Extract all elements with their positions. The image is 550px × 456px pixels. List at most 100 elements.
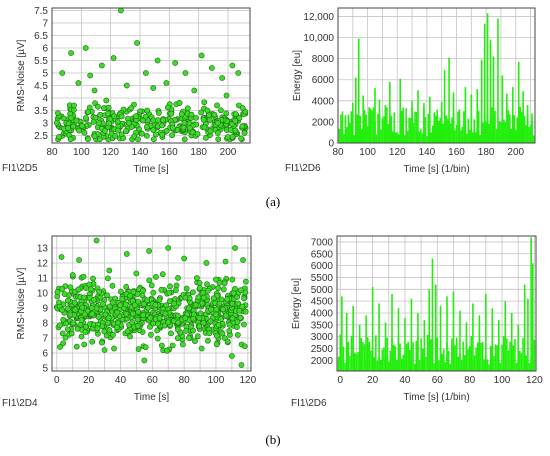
energy-bar <box>407 341 409 371</box>
energy-bar <box>514 129 517 143</box>
data-point <box>109 282 116 289</box>
energy-bar <box>476 110 479 143</box>
energy-bar <box>442 349 445 371</box>
y-tick-label: 2000 <box>312 117 335 128</box>
data-point <box>200 294 207 301</box>
data-point <box>164 104 171 111</box>
energy-bar <box>353 135 356 143</box>
energy-bar <box>393 124 396 143</box>
data-point <box>190 315 197 322</box>
energy-bar <box>371 340 374 371</box>
energy-bar <box>342 346 345 371</box>
energy-bar <box>486 113 489 143</box>
energy-bar <box>436 109 439 143</box>
energy-bar <box>371 286 374 371</box>
data-point <box>95 103 101 110</box>
energy-bar <box>411 107 413 143</box>
data-point <box>196 323 203 330</box>
energy-bar <box>443 70 446 143</box>
energy-bar <box>480 59 483 143</box>
energy-bar <box>433 363 435 371</box>
energy-bar <box>523 116 526 143</box>
data-point <box>105 110 111 117</box>
data-point <box>147 314 154 321</box>
energy-bar <box>368 112 370 143</box>
y-tick-label: 7.5 <box>34 6 48 17</box>
y-tick-label: 2500 <box>311 344 334 355</box>
energy-bar <box>402 107 404 143</box>
y-tick-label: 2000 <box>311 356 334 367</box>
energy-bar <box>517 352 520 371</box>
data-point <box>82 329 89 335</box>
y-tick-label: 5 <box>42 364 48 375</box>
energy-bar <box>357 38 360 143</box>
energy-bar <box>525 125 527 143</box>
data-point <box>117 288 124 295</box>
energy-bar <box>410 360 413 371</box>
data-point <box>152 274 159 280</box>
energy-bar <box>374 88 376 143</box>
data-point <box>59 330 66 337</box>
data-point <box>142 70 149 76</box>
energy-bar <box>503 119 505 143</box>
y-tick-label: 12,000 <box>303 12 334 23</box>
energy-bar <box>426 136 428 143</box>
data-point <box>236 307 243 314</box>
data-point <box>94 325 101 332</box>
energy-bar <box>529 125 532 143</box>
data-point <box>142 113 149 120</box>
energy-bar <box>366 126 369 143</box>
energy-bar <box>429 133 431 143</box>
energy-bar <box>526 110 529 143</box>
energy-bar <box>381 118 384 143</box>
energy-bar <box>464 87 467 143</box>
x-tick-label: 60 <box>432 375 444 386</box>
data-point <box>205 337 211 344</box>
energy-bar <box>485 358 487 371</box>
data-point <box>182 315 189 322</box>
energy-bar <box>496 345 498 371</box>
energy-bar <box>441 353 443 371</box>
data-point <box>188 111 195 118</box>
energy-bar <box>363 109 366 143</box>
data-point <box>89 311 96 318</box>
data-point <box>123 82 130 89</box>
energy-bar <box>381 349 384 371</box>
energy-bar <box>454 345 456 371</box>
y-tick-label: 8000 <box>312 54 335 65</box>
energy-bar <box>356 114 359 143</box>
energy-bar <box>400 358 403 371</box>
y-tick-label: 8 <box>42 319 48 330</box>
data-point <box>234 324 240 330</box>
data-point <box>176 100 183 106</box>
energy-bar <box>460 359 463 371</box>
energy-bar <box>480 122 483 143</box>
energy-bar <box>378 113 381 143</box>
energy-bar <box>511 87 514 143</box>
energy-bar <box>504 121 507 143</box>
energy-bar <box>429 96 431 143</box>
data-point <box>211 111 218 118</box>
energy-bar <box>506 93 508 143</box>
energy-bar <box>347 114 350 143</box>
data-point <box>140 312 147 319</box>
data-point <box>196 285 203 291</box>
x-tick-label: 200 <box>507 147 524 158</box>
data-point <box>64 326 71 333</box>
data-point <box>73 343 80 350</box>
data-point <box>71 102 77 109</box>
energy-bar <box>350 111 353 143</box>
data-point <box>60 340 67 347</box>
energy-bar <box>360 129 363 143</box>
y-tick-label: 3 <box>42 119 48 130</box>
energy-bar <box>414 111 416 143</box>
data-point <box>155 117 161 124</box>
energy-bar <box>437 120 440 143</box>
data-point <box>67 311 74 318</box>
data-point <box>68 114 75 121</box>
data-point <box>241 343 248 350</box>
energy-bar <box>412 122 415 143</box>
energy-bar <box>431 125 434 143</box>
energy-bar <box>365 315 367 371</box>
energy-bar <box>344 115 347 143</box>
